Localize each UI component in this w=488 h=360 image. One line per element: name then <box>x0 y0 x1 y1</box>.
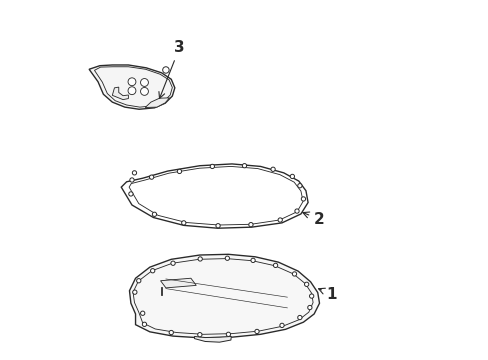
Circle shape <box>181 221 185 225</box>
Polygon shape <box>133 258 312 334</box>
Circle shape <box>290 174 294 179</box>
Circle shape <box>297 184 302 188</box>
Polygon shape <box>94 67 172 107</box>
Circle shape <box>307 305 311 310</box>
Circle shape <box>270 167 275 171</box>
Circle shape <box>171 261 175 265</box>
Polygon shape <box>194 337 231 342</box>
Circle shape <box>140 87 148 95</box>
Circle shape <box>197 333 202 337</box>
Polygon shape <box>129 166 303 225</box>
Circle shape <box>250 258 255 262</box>
Circle shape <box>304 282 308 287</box>
Circle shape <box>140 311 144 315</box>
Circle shape <box>132 290 137 294</box>
Polygon shape <box>121 164 307 228</box>
Polygon shape <box>89 65 175 109</box>
Circle shape <box>177 169 181 174</box>
Circle shape <box>128 192 133 196</box>
Circle shape <box>309 294 313 298</box>
Circle shape <box>294 209 299 213</box>
Circle shape <box>273 263 277 267</box>
Polygon shape <box>112 87 128 100</box>
Text: 2: 2 <box>302 212 324 227</box>
Circle shape <box>169 330 173 335</box>
Polygon shape <box>145 98 169 108</box>
Circle shape <box>226 332 230 337</box>
Circle shape <box>279 323 284 328</box>
Circle shape <box>248 222 253 227</box>
Circle shape <box>210 164 214 168</box>
Polygon shape <box>160 287 162 295</box>
Circle shape <box>132 171 136 175</box>
Circle shape <box>130 178 134 182</box>
Text: 1: 1 <box>318 287 337 302</box>
Circle shape <box>301 197 305 201</box>
Circle shape <box>149 175 153 179</box>
Circle shape <box>140 78 148 86</box>
Circle shape <box>142 322 146 327</box>
Circle shape <box>254 329 259 334</box>
Polygon shape <box>160 278 196 288</box>
Circle shape <box>278 218 282 222</box>
Circle shape <box>150 269 155 273</box>
Circle shape <box>198 257 202 261</box>
Circle shape <box>152 212 156 216</box>
Circle shape <box>163 67 169 73</box>
Circle shape <box>216 224 220 228</box>
Circle shape <box>297 315 302 320</box>
Circle shape <box>225 256 229 260</box>
Circle shape <box>136 279 141 283</box>
Text: 3: 3 <box>159 40 184 98</box>
Circle shape <box>292 272 296 276</box>
Polygon shape <box>129 254 319 338</box>
Circle shape <box>242 163 246 168</box>
Circle shape <box>128 87 136 95</box>
Circle shape <box>128 78 136 86</box>
